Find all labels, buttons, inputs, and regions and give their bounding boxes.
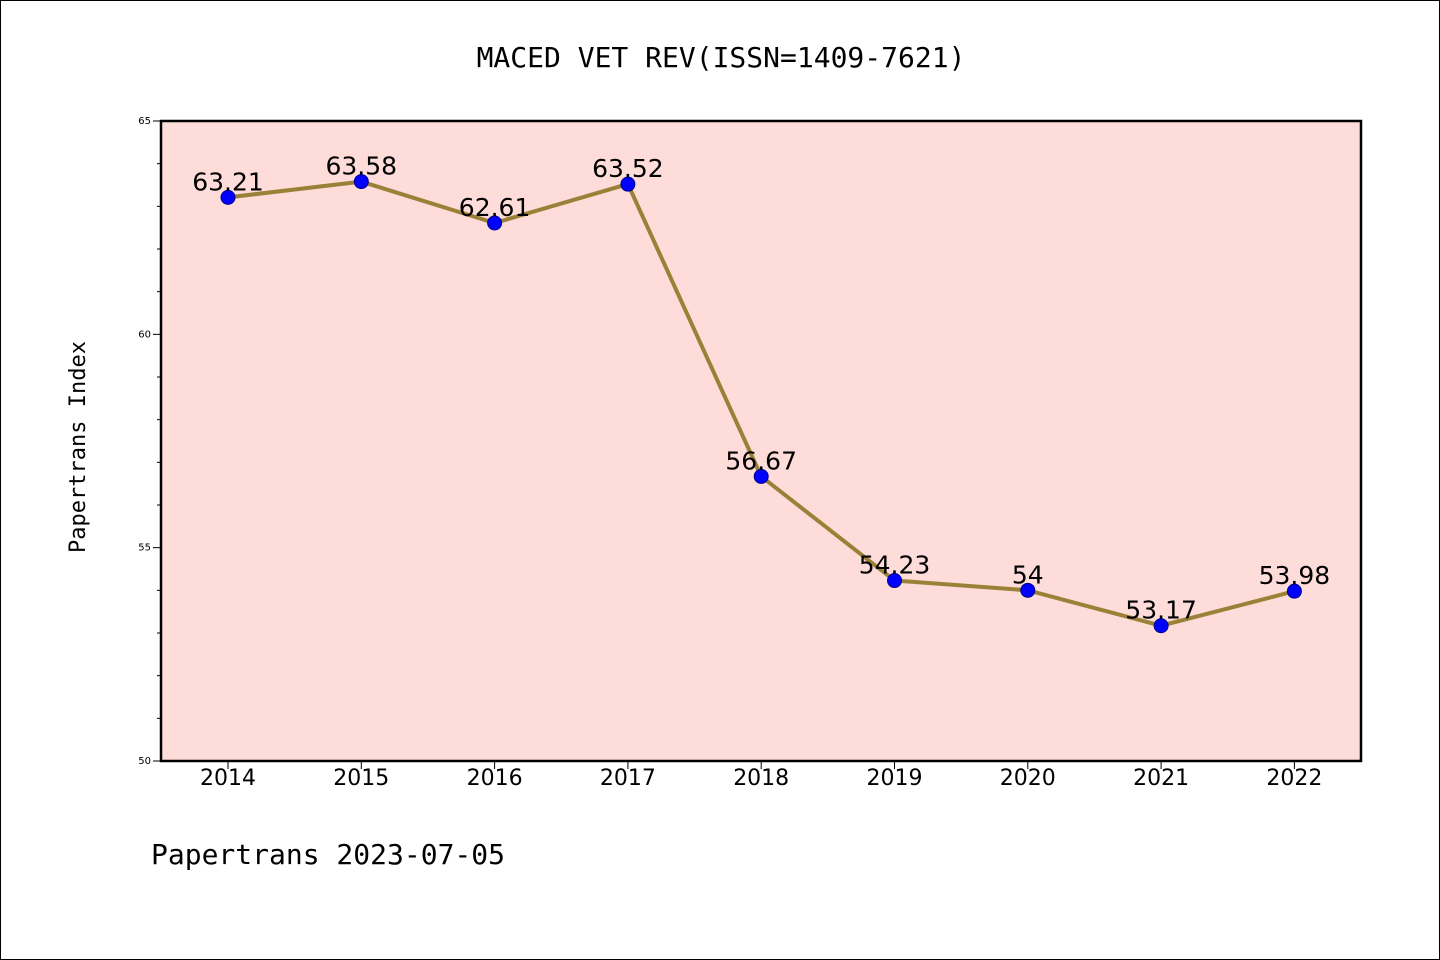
x-tick-label: 2020 (1000, 766, 1056, 791)
x-tick-label: 2014 (200, 766, 256, 791)
data-point (753, 468, 769, 484)
plot-border (159, 119, 1363, 763)
y-tick-label: 50 (138, 756, 151, 767)
x-tick-label: 2016 (467, 766, 523, 791)
data-label: 54 (1012, 560, 1044, 589)
y-tick-label: 60 (138, 329, 151, 340)
x-tick-label: 2017 (600, 766, 656, 791)
chart-title: MACED VET REV(ISSN=1409-7621) (477, 41, 966, 74)
data-point (887, 573, 902, 589)
data-label: 63.52 (592, 154, 664, 183)
data-point (220, 189, 236, 205)
data-point (353, 174, 369, 190)
plot-area (161, 121, 1361, 761)
x-tick-label: 2018 (733, 766, 789, 791)
x-tick-label: 2015 (333, 766, 389, 791)
x-tick-label: 2022 (1266, 766, 1322, 791)
data-label: 53.98 (1259, 561, 1331, 590)
x-tick-label: 2019 (867, 766, 923, 791)
y-tick-label: 55 (138, 543, 151, 554)
data-point (1020, 582, 1036, 598)
data-point (1153, 618, 1169, 634)
x-tick-label: 2021 (1133, 766, 1189, 791)
data-label: 54.23 (859, 551, 931, 580)
data-point (1286, 583, 1302, 599)
data-label: 56.67 (725, 446, 797, 475)
data-label: 63.58 (326, 152, 398, 181)
data-point (487, 215, 503, 231)
data-point (620, 176, 636, 192)
data-label: 63.21 (192, 167, 264, 196)
chart-marks: 50 55 60 65 2014 2015 2016 2017 2018 2019 2020 2021… (138, 116, 1330, 791)
data-label: 62.61 (459, 193, 531, 222)
y-axis-label: Papertrans Index (66, 341, 91, 553)
footer-watermark: Papertrans 2023-07-05 (151, 838, 505, 871)
y-tick-label: 65 (138, 116, 151, 127)
data-label: 53.17 (1125, 596, 1197, 625)
